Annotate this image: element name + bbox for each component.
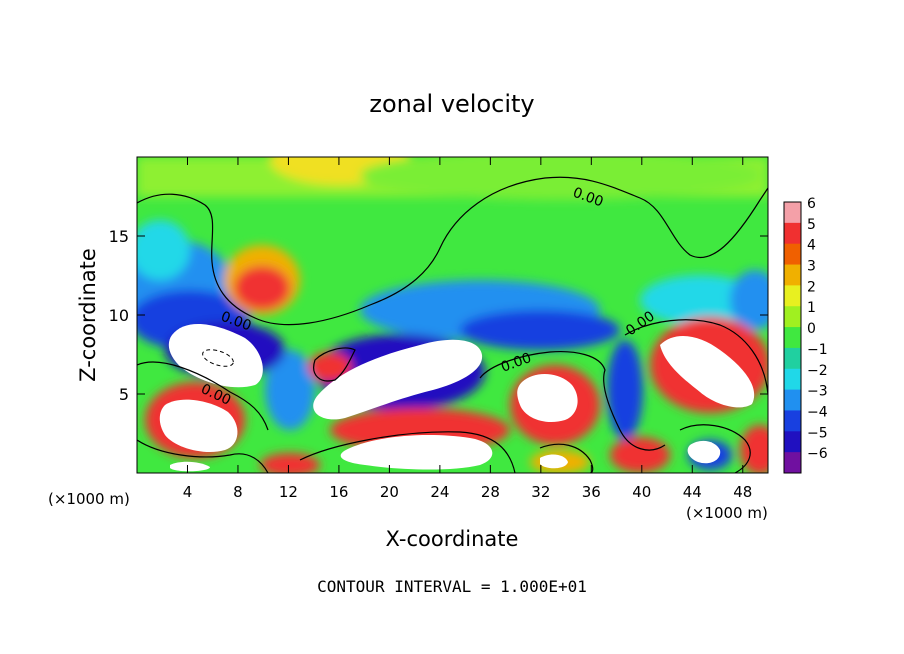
x-tick-label: 8 bbox=[233, 483, 243, 501]
x-tick-label: 28 bbox=[481, 483, 500, 501]
colorbar-swatch bbox=[784, 327, 801, 349]
colorbar-swatch bbox=[784, 264, 801, 286]
heatmap-field: 0.00 0.00 0.00 0.00 0.00 bbox=[137, 157, 768, 473]
colorbar-tick-label: −3 bbox=[807, 384, 828, 400]
colorbar: 6 5 4 3 2 1 0 −1 −2 −3 −4 −5 −6 bbox=[783, 196, 828, 474]
y-tick-label: 5 bbox=[119, 385, 129, 404]
x-axis-label: X-coordinate bbox=[386, 527, 519, 551]
x-unit-left: (×1000 m) bbox=[48, 490, 130, 508]
x-tick-label: 32 bbox=[531, 483, 550, 501]
y-tick-label: 15 bbox=[109, 227, 129, 246]
colorbar-swatch bbox=[784, 389, 801, 411]
x-tick-label: 36 bbox=[582, 483, 601, 501]
colorbar-tick-label: 0 bbox=[807, 321, 816, 337]
colorbar-swatch bbox=[784, 368, 801, 391]
x-tick-label: 24 bbox=[430, 483, 449, 501]
colorbar-tick-label: −4 bbox=[807, 404, 828, 420]
colorbar-swatch bbox=[784, 222, 801, 245]
chart-title: zonal velocity bbox=[369, 90, 534, 118]
x-tick-label: 48 bbox=[733, 483, 752, 501]
colorbar-swatch bbox=[784, 452, 801, 474]
colorbar-tick-label: 2 bbox=[807, 279, 816, 295]
y-axis: 5 10 15 bbox=[109, 227, 768, 404]
colorbar-tick-label: −2 bbox=[807, 363, 828, 379]
colorbar-swatch bbox=[784, 347, 801, 370]
colorbar-swatch bbox=[784, 285, 801, 307]
colorbar-swatch bbox=[784, 306, 801, 328]
colorbar-swatch bbox=[784, 431, 801, 453]
y-tick-label: 10 bbox=[109, 306, 129, 325]
x-tick-label: 4 bbox=[183, 483, 193, 501]
x-tick-label: 20 bbox=[380, 483, 399, 501]
colorbar-tick-label: −5 bbox=[807, 425, 828, 441]
colorbar-tick-label: 6 bbox=[807, 196, 816, 212]
y-axis-label: Z-coordinate bbox=[76, 248, 100, 382]
x-tick-label: 44 bbox=[683, 483, 702, 501]
colorbar-tick-label: −6 bbox=[807, 446, 828, 462]
colorbar-tick-label: 5 bbox=[807, 217, 816, 233]
x-axis: 4 8 12 16 20 24 28 32 36 40 44 48 bbox=[183, 157, 752, 501]
colorbar-tick-label: 3 bbox=[807, 259, 816, 275]
x-tick-label: 40 bbox=[632, 483, 651, 501]
colorbar-frame bbox=[783, 201, 802, 474]
colorbar-tick-label: 1 bbox=[807, 300, 816, 316]
colorbar-swatch bbox=[784, 202, 801, 224]
colorbar-tick-label: 4 bbox=[807, 238, 816, 254]
colorbar-tick-label: −1 bbox=[807, 342, 828, 358]
x-tick-label: 12 bbox=[279, 483, 298, 501]
x-tick-label: 16 bbox=[329, 483, 348, 501]
contour-interval-footer: CONTOUR INTERVAL = 1.000E+01 bbox=[317, 577, 587, 596]
colorbar-swatch bbox=[784, 243, 801, 266]
colorbar-swatch bbox=[784, 410, 801, 432]
x-unit-right: (×1000 m) bbox=[686, 504, 768, 522]
